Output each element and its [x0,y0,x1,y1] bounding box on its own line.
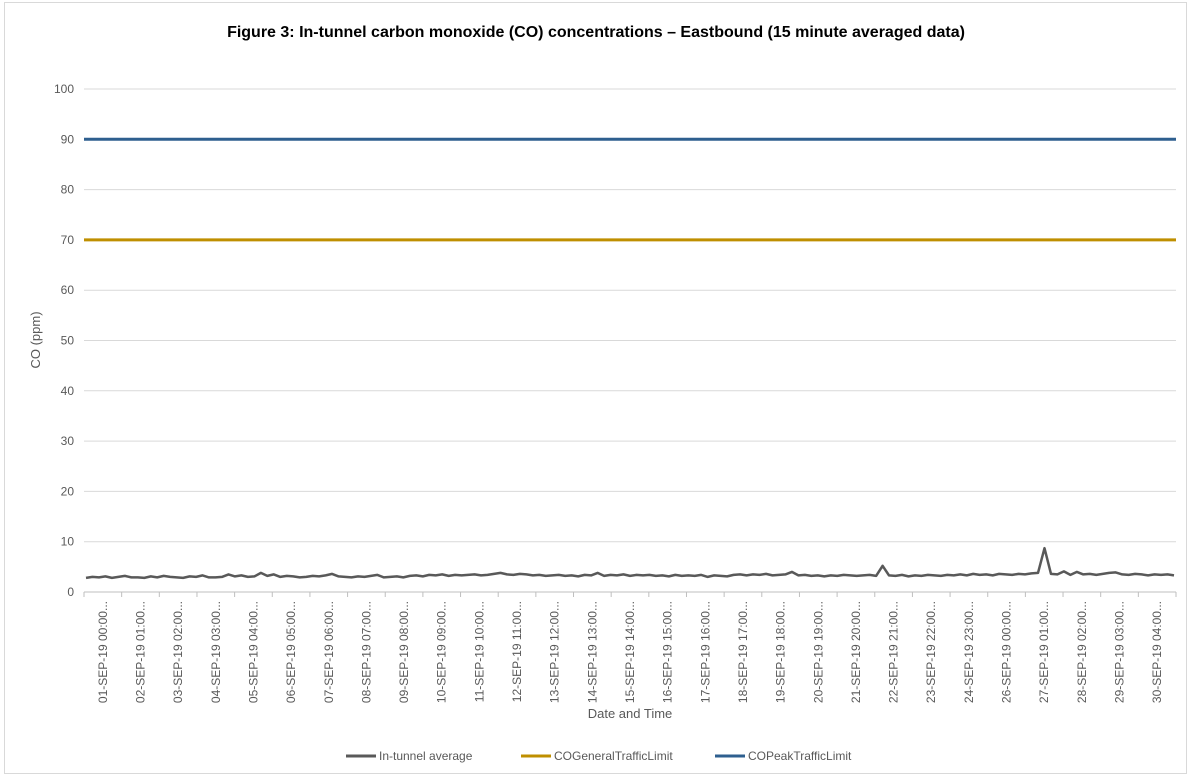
x-tick-label: 12-SEP-19 11:00... [510,601,524,702]
x-tick-label: 23-SEP-19 22:00... [924,601,938,703]
x-tick-label: 06-SEP-19 05:00... [284,601,298,703]
x-tick-label: 27-SEP-19 01:00... [1037,601,1051,703]
x-tick-label: 04-SEP-19 03:00... [209,601,223,703]
x-tick-label: 10-SEP-19 09:00... [435,601,449,703]
chart-frame [4,2,1187,774]
x-tick-label: 21-SEP-19 20:00... [849,601,863,703]
x-tick-label: 26-SEP-19 00:00... [1000,601,1014,703]
y-tick-label: 60 [61,283,75,297]
x-tick-label: 07-SEP-19 06:00... [322,601,336,703]
x-tick-label: 29-SEP-19 03:00... [1113,601,1127,703]
x-tick-label: 09-SEP-19 08:00... [397,601,411,703]
x-tick-label: 13-SEP-19 12:00... [548,601,562,703]
x-tick-label: 30-SEP-19 04:00... [1150,601,1164,703]
y-axis-label: CO (ppm) [28,311,43,368]
legend: In-tunnel average COGeneralTrafficLimit CO… [346,749,852,763]
y-tick-label: 40 [61,384,75,398]
x-tick-label: 18-SEP-19 17:00... [736,601,750,703]
x-tick-label: 05-SEP-19 04:00... [246,601,260,703]
y-tick-label: 90 [61,132,75,146]
legend-label: In-tunnel average [379,749,473,763]
y-tick-label: 20 [61,484,75,498]
gridlines [84,88,1176,543]
chart-title: Figure 3: In-tunnel carbon monoxide (CO)… [227,24,965,41]
x-tick-label: 24-SEP-19 23:00... [962,601,976,703]
y-tick-label: 10 [61,535,75,549]
y-tick-label: 0 [67,585,74,599]
x-tick-label: 01-SEP-19 00:00... [96,601,110,703]
x-tick-label: 20-SEP-19 19:00... [811,601,825,703]
x-tick-label: 22-SEP-19 21:00... [887,601,901,703]
x-tick-label: 28-SEP-19 02:00... [1075,601,1089,703]
x-axis-label: Date and Time [588,706,673,721]
x-tick-label: 15-SEP-19 14:00... [623,601,637,703]
x-tick-label: 17-SEP-19 16:00... [698,601,712,703]
series-line-In-tunnel average [85,546,1175,580]
y-axis-ticks: 0 10 20 30 40 50 60 70 80 90 100 [54,82,74,599]
x-tick-label: 19-SEP-19 18:00... [774,601,788,703]
y-tick-label: 100 [54,82,74,96]
x-axis: 01-SEP-19 00:00... 02-SEP-19 01:00... 03-S… [83,591,1177,703]
y-tick-label: 50 [61,334,75,348]
y-tick-label: 30 [61,434,75,448]
x-tick-label: 11-SEP-19 10:00... [472,601,486,702]
x-tick-label: 03-SEP-19 02:00... [171,601,185,703]
legend-label: COGeneralTrafficLimit [554,749,673,763]
legend-label: COPeakTrafficLimit [748,749,852,763]
series-lines [84,137,1176,580]
x-tick-label: 02-SEP-19 01:00... [133,601,147,703]
y-tick-label: 80 [61,183,75,197]
x-tick-label: 14-SEP-19 13:00... [585,601,599,703]
x-tick-label: 08-SEP-19 07:00... [359,601,373,703]
x-tick-label: 16-SEP-19 15:00... [661,601,675,703]
y-tick-label: 70 [61,233,75,247]
